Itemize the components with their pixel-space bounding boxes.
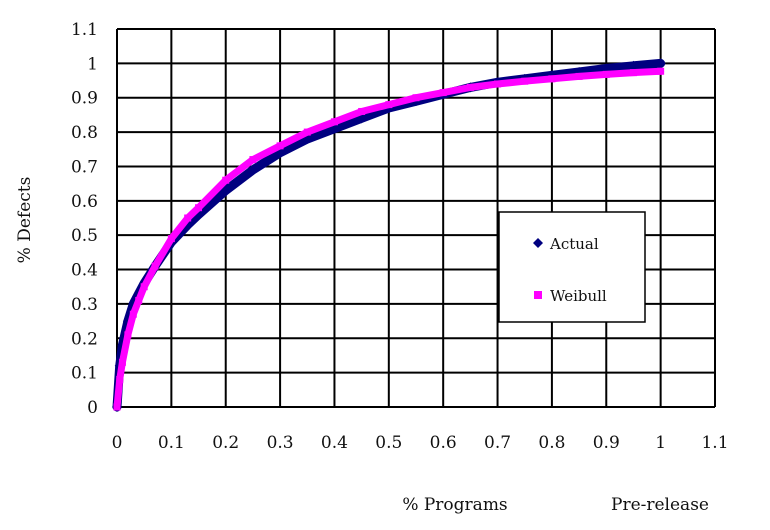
- series-actual-point: [247, 164, 258, 175]
- y-tick-label: 0.9: [71, 89, 98, 109]
- y-tick-label: 0: [87, 398, 98, 418]
- series-weibull-point: [124, 331, 132, 339]
- series-weibull-point: [222, 176, 230, 184]
- x-tick-label: 0.5: [375, 433, 402, 453]
- y-tick-label: 0.2: [71, 329, 98, 349]
- series-actual-point: [628, 60, 639, 71]
- series-weibull-point: [330, 118, 338, 126]
- y-axis-title: % Defects: [15, 177, 35, 264]
- series-weibull-point: [575, 72, 583, 80]
- series-weibull-line: [113, 67, 665, 411]
- x-axis-title: % Programs: [402, 495, 507, 515]
- legend-weibull-marker: [534, 291, 542, 299]
- series-weibull-point: [303, 128, 311, 136]
- x-axis-note: Pre-release: [611, 495, 709, 515]
- x-tick-label: 0.2: [212, 433, 239, 453]
- series-weibull-point: [439, 89, 447, 97]
- x-tick-label: 0.9: [593, 433, 620, 453]
- series-weibull-point: [466, 83, 474, 91]
- y-tick-label: 1: [87, 54, 98, 74]
- legend-actual-marker: [533, 238, 543, 248]
- y-tick-label: 0.7: [71, 157, 98, 177]
- y-tick-label: 0.1: [71, 364, 98, 384]
- x-tick-label: 0.7: [484, 433, 511, 453]
- x-tick-label: 1.1: [701, 433, 728, 453]
- x-tick-label: 0.6: [430, 433, 457, 453]
- x-tick-label: 0.3: [267, 433, 294, 453]
- series-weibull-point: [412, 94, 420, 102]
- x-tick-label: 0.1: [158, 433, 185, 453]
- series-weibull-point: [276, 142, 284, 150]
- y-tick-label: 0.6: [71, 192, 98, 212]
- series-weibull-point: [184, 214, 192, 222]
- y-tick-labels: 0 0.1 0.2 0.3 0.4 0.5 0.6 0.7 0.8 0.9 1 1.1: [71, 20, 98, 418]
- x-tick-label: 1: [655, 433, 666, 453]
- series-weibull-point: [548, 75, 556, 83]
- series-weibull-point: [116, 376, 124, 384]
- chart-series: [112, 58, 666, 412]
- series-weibull-point: [657, 67, 665, 75]
- y-tick-label: 1.1: [71, 20, 98, 40]
- x-tick-label: 0: [112, 433, 123, 453]
- y-tick-label: 0.3: [71, 295, 98, 315]
- y-tick-label: 0.8: [71, 123, 98, 143]
- legend-box: [498, 211, 646, 323]
- series-weibull-point: [113, 403, 121, 411]
- series-weibull-point: [249, 156, 257, 164]
- series-actual-point: [655, 58, 666, 69]
- legend-actual-label: Actual: [549, 235, 599, 253]
- x-tick-label: 0.4: [321, 433, 348, 453]
- y-tick-label: 0.5: [71, 226, 98, 246]
- series-weibull-point: [129, 310, 137, 318]
- series-weibull-point: [135, 296, 143, 304]
- series-weibull-point: [140, 283, 148, 291]
- series-weibull-point: [494, 80, 502, 88]
- series-weibull-point: [151, 262, 159, 270]
- series-weibull-point: [521, 77, 529, 85]
- series-weibull-point: [118, 358, 126, 366]
- x-tick-label: 0.8: [538, 433, 565, 453]
- series-weibull-point: [195, 204, 203, 212]
- series-weibull-point: [385, 101, 393, 109]
- series-weibull-point: [358, 107, 366, 115]
- legend-weibull-label: Weibull: [550, 287, 607, 305]
- series-weibull-point: [629, 69, 637, 77]
- x-tick-labels: 0 0.1 0.2 0.3 0.4 0.5 0.6 0.7 0.8 0.9 1 1.1: [112, 433, 729, 453]
- y-tick-label: 0.4: [71, 261, 98, 281]
- series-weibull-point: [602, 70, 610, 78]
- legend: Actual Weibull: [498, 211, 646, 323]
- series-actual-point: [220, 185, 231, 196]
- series-weibull-point: [167, 235, 175, 243]
